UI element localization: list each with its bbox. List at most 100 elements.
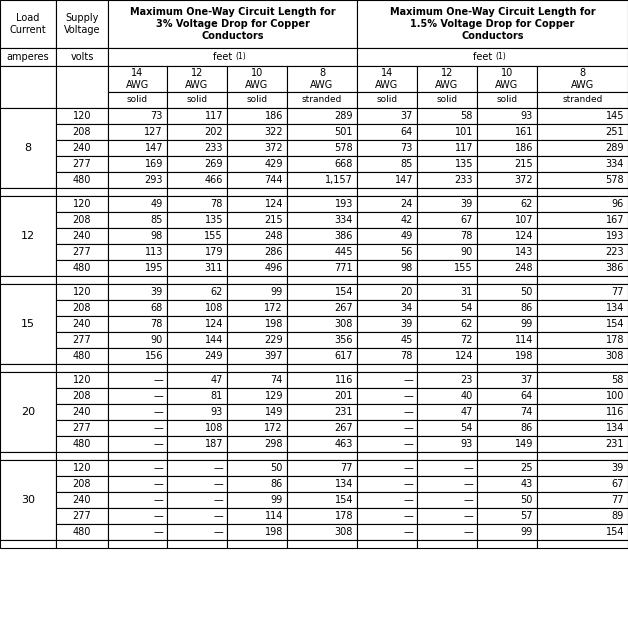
Bar	[537, 188, 628, 196]
Text: 198: 198	[264, 527, 283, 537]
Bar	[56, 476, 108, 492]
Bar	[477, 108, 537, 124]
Text: 39: 39	[401, 319, 413, 329]
Text: 24: 24	[401, 199, 413, 209]
Text: 147: 147	[394, 175, 413, 185]
Bar	[56, 364, 108, 372]
Bar	[537, 420, 628, 436]
Bar	[108, 508, 167, 524]
Bar	[417, 460, 477, 476]
Bar	[287, 228, 357, 244]
Bar	[287, 316, 357, 332]
Text: 47: 47	[460, 407, 473, 417]
Bar	[56, 316, 108, 332]
Text: 58: 58	[612, 375, 624, 385]
Text: 86: 86	[271, 479, 283, 489]
Text: 62: 62	[460, 319, 473, 329]
Text: 480: 480	[73, 263, 91, 273]
Text: 99: 99	[271, 287, 283, 297]
Text: —: —	[403, 375, 413, 385]
Bar	[56, 460, 108, 476]
Bar	[227, 228, 287, 244]
Text: 10
AWG: 10 AWG	[246, 68, 269, 90]
Bar	[417, 284, 477, 300]
Text: 54: 54	[460, 303, 473, 313]
Bar	[227, 348, 287, 364]
Bar	[287, 364, 357, 372]
Bar	[537, 332, 628, 348]
Text: 187: 187	[205, 439, 223, 449]
Text: 466: 466	[205, 175, 223, 185]
Bar	[108, 196, 167, 212]
Text: 195: 195	[144, 263, 163, 273]
Text: —: —	[403, 511, 413, 521]
Text: 12: 12	[21, 231, 35, 241]
Text: 155: 155	[204, 231, 223, 241]
Text: 81: 81	[211, 391, 223, 401]
Bar	[167, 66, 227, 92]
Bar	[227, 92, 287, 108]
Bar	[477, 332, 537, 348]
Bar	[477, 260, 537, 276]
Bar	[287, 276, 357, 284]
Bar	[108, 172, 167, 188]
Bar	[417, 364, 477, 372]
Text: 15: 15	[21, 319, 35, 329]
Text: 269: 269	[205, 159, 223, 169]
Bar	[167, 452, 227, 460]
Bar	[477, 156, 537, 172]
Bar	[537, 364, 628, 372]
Text: 73: 73	[401, 143, 413, 153]
Text: 8
AWG: 8 AWG	[571, 68, 594, 90]
Bar	[417, 316, 477, 332]
Bar	[108, 436, 167, 452]
Bar	[357, 316, 417, 332]
Bar	[108, 348, 167, 364]
Text: 50: 50	[521, 495, 533, 505]
Text: 89: 89	[612, 511, 624, 521]
Bar	[357, 364, 417, 372]
Text: 223: 223	[605, 247, 624, 257]
Text: 267: 267	[334, 423, 353, 433]
Bar	[167, 140, 227, 156]
Text: 578: 578	[334, 143, 353, 153]
Text: 386: 386	[335, 231, 353, 241]
Bar	[477, 476, 537, 492]
Bar	[287, 156, 357, 172]
Bar	[537, 108, 628, 124]
Text: 145: 145	[605, 111, 624, 121]
Bar	[167, 124, 227, 140]
Text: —: —	[153, 495, 163, 505]
Bar	[357, 420, 417, 436]
Text: 156: 156	[144, 351, 163, 361]
Text: —: —	[214, 463, 223, 473]
Bar	[287, 436, 357, 452]
Bar	[417, 124, 477, 140]
Text: —: —	[214, 479, 223, 489]
Text: solid: solid	[497, 96, 517, 104]
Bar	[108, 420, 167, 436]
Text: 397: 397	[264, 351, 283, 361]
Text: 149: 149	[514, 439, 533, 449]
Text: 289: 289	[605, 143, 624, 153]
Bar	[167, 316, 227, 332]
Bar	[357, 284, 417, 300]
Bar	[227, 316, 287, 332]
Text: 68: 68	[151, 303, 163, 313]
Bar	[56, 108, 108, 124]
Bar	[477, 452, 537, 460]
Bar	[227, 476, 287, 492]
Text: 480: 480	[73, 527, 91, 537]
Text: 155: 155	[455, 263, 473, 273]
Text: 202: 202	[204, 127, 223, 137]
Bar	[417, 244, 477, 260]
Bar	[227, 420, 287, 436]
Bar	[357, 92, 417, 108]
Bar	[357, 172, 417, 188]
Text: 98: 98	[401, 263, 413, 273]
Text: 39: 39	[461, 199, 473, 209]
Bar	[357, 388, 417, 404]
Text: —: —	[153, 439, 163, 449]
Bar	[287, 372, 357, 388]
Text: —: —	[214, 511, 223, 521]
